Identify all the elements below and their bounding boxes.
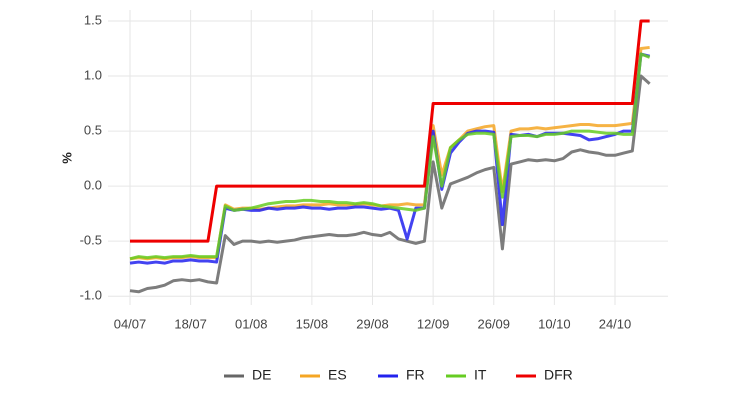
y-tick-label: 1.0 (84, 67, 102, 82)
y-tick-label: 0.0 (84, 178, 102, 193)
x-tick-label: 10/10 (538, 316, 571, 331)
y-tick-label: 0.5 (84, 123, 102, 138)
legend-label: IT (474, 367, 487, 383)
y-tick-label: -0.5 (80, 233, 102, 248)
y-tick-label: -1.0 (80, 288, 102, 303)
legend-label: FR (406, 367, 425, 383)
legend-label: ES (328, 367, 347, 383)
x-tick-label: 26/09 (477, 316, 510, 331)
y-axis-label: % (59, 152, 74, 164)
x-tick-label: 01/08 (235, 316, 268, 331)
legend-label: DE (252, 367, 271, 383)
x-tick-label: 12/09 (417, 316, 450, 331)
y-tick-label: 1.5 (84, 12, 102, 27)
x-tick-label: 18/07 (174, 316, 207, 331)
legend-label: DFR (544, 367, 573, 383)
x-tick-label: 04/07 (114, 316, 147, 331)
series-line (129, 74, 651, 294)
series-line (130, 19, 650, 243)
x-tick-label: 15/08 (296, 316, 329, 331)
x-tick-label: 29/08 (356, 316, 389, 331)
series-line (129, 52, 651, 261)
x-tick-label: 24/10 (599, 316, 632, 331)
